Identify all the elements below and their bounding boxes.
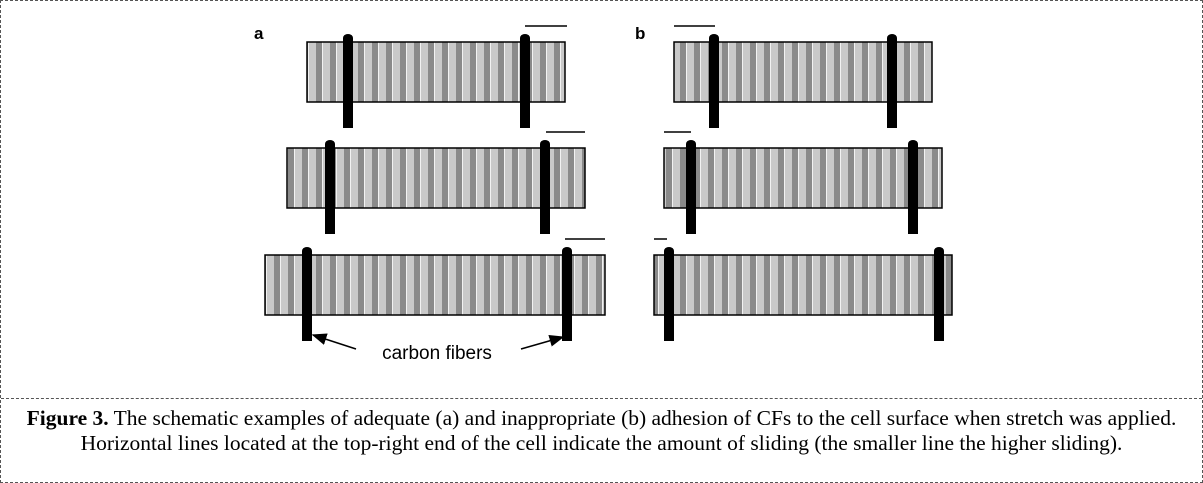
caption-text: The schematic examples of adequate (a) a… bbox=[80, 406, 1177, 455]
caption: Figure 3. The schematic examples of adeq… bbox=[21, 406, 1182, 456]
fiber-tip bbox=[520, 34, 530, 42]
fiber-tip bbox=[302, 247, 312, 255]
fiber bbox=[686, 144, 696, 234]
fiber bbox=[562, 251, 572, 341]
fiber-tip bbox=[686, 140, 696, 148]
arrow bbox=[311, 333, 357, 350]
diagram: a b carbon fibers bbox=[254, 24, 953, 364]
arrow bbox=[520, 334, 565, 350]
annotation: carbon fibers bbox=[382, 343, 492, 364]
fiber bbox=[302, 251, 312, 341]
fiber bbox=[709, 38, 719, 128]
fiber-tip bbox=[887, 34, 897, 42]
fiber-tip bbox=[709, 34, 719, 42]
separator bbox=[1, 398, 1202, 399]
fiber-tip bbox=[540, 140, 550, 148]
fiber bbox=[520, 38, 530, 128]
cell bbox=[663, 147, 943, 209]
fiber bbox=[908, 144, 918, 234]
panel-label: b bbox=[635, 24, 645, 43]
cell bbox=[264, 254, 606, 316]
fiber-tip bbox=[664, 247, 674, 255]
caption-label: Figure 3. bbox=[26, 406, 109, 430]
fiber bbox=[325, 144, 335, 234]
fiber-tip bbox=[325, 140, 335, 148]
cell bbox=[286, 147, 586, 209]
cell bbox=[653, 254, 953, 316]
fiber bbox=[343, 38, 353, 128]
fiber bbox=[664, 251, 674, 341]
fiber bbox=[540, 144, 550, 234]
fiber-tip bbox=[343, 34, 353, 42]
fiber-tip bbox=[562, 247, 572, 255]
fiber-tip bbox=[908, 140, 918, 148]
fiber-tip bbox=[934, 247, 944, 255]
fiber bbox=[887, 38, 897, 128]
panel-label: a bbox=[254, 24, 264, 43]
fiber bbox=[934, 251, 944, 341]
